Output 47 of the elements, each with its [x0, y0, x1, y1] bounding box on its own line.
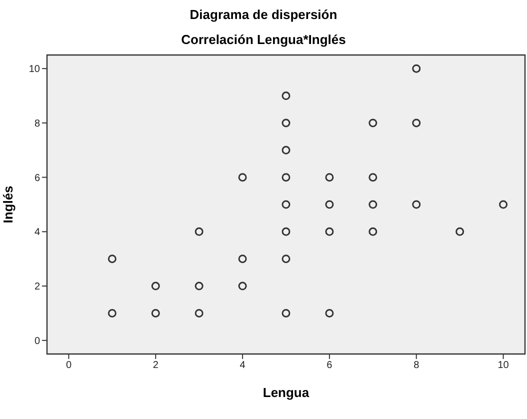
- x-tick-label: 6: [326, 360, 333, 372]
- point: [412, 118, 421, 128]
- point: [151, 282, 160, 290]
- point: [282, 227, 290, 236]
- chart-title: Diagrama de dispersión: [188, 7, 338, 22]
- chart-subtitle: Correlación Lengua*Inglés: [180, 32, 347, 47]
- point: [325, 227, 334, 236]
- x-tick-label: 4: [240, 360, 246, 372]
- point: [368, 227, 378, 236]
- point: [194, 308, 204, 318]
- y-tick-label: 4: [34, 227, 40, 238]
- point: [238, 173, 247, 182]
- y-axis-title: Inglés: [0, 186, 16, 224]
- point: [282, 118, 290, 128]
- point: [194, 227, 204, 236]
- point: [108, 254, 116, 264]
- point: [238, 282, 247, 290]
- x-tick-label: 8: [414, 360, 420, 372]
- x-tick-label: 10: [498, 360, 510, 372]
- y-tick-label: 6: [34, 172, 40, 184]
- x-tick-label: 0: [66, 360, 72, 372]
- point: [282, 92, 290, 100]
- point: [368, 200, 378, 209]
- y-tick-label: 8: [34, 118, 40, 130]
- point: [325, 308, 334, 318]
- point: [325, 200, 334, 209]
- point: [456, 227, 464, 236]
- point: [412, 64, 421, 73]
- point: [282, 254, 290, 264]
- point: [108, 308, 116, 318]
- point: [325, 173, 334, 182]
- point: [282, 146, 290, 154]
- point: [282, 308, 290, 318]
- y-tick-label: 2: [34, 282, 40, 293]
- y-tick-label: 10: [28, 64, 40, 76]
- point: [368, 118, 378, 128]
- point: [282, 173, 290, 182]
- point: [238, 254, 247, 264]
- point: [282, 200, 290, 209]
- point: [368, 173, 378, 182]
- y-tick-label: 0: [34, 336, 40, 347]
- x-tick-label: 2: [152, 360, 159, 372]
- point: [194, 282, 204, 290]
- point: [412, 200, 421, 209]
- x-axis-title: Lengua: [262, 385, 310, 400]
- point: [151, 308, 160, 318]
- point: [499, 200, 508, 209]
